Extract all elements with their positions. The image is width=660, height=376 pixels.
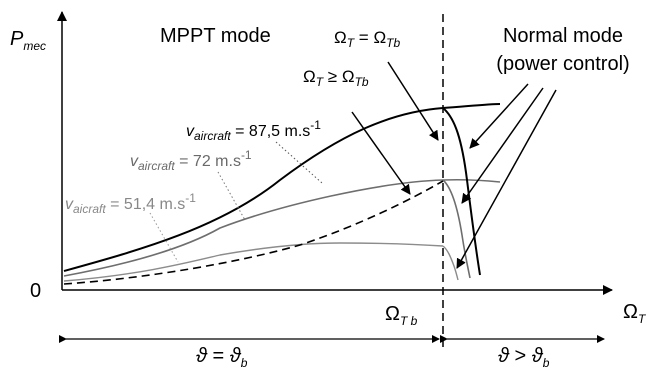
curve-label-mid: vaircraft = 72 m.s-1 [130,148,252,173]
arrow-normal-1 [469,83,529,149]
annotation-greater-equal: ΩT ≥ ΩTb [303,67,369,89]
origin-label: 0 [30,280,41,302]
arrow-eq-annotation [387,61,439,141]
dropoff-low [442,245,459,281]
curve-label-low: vaicraft = 51,4 m.s-1 [65,191,196,216]
x-axis-label: ΩT [623,301,647,326]
arrow-normal-3 [456,89,557,269]
arrow-ge-annotation [351,111,411,195]
arrow-normal-2 [461,87,544,204]
curve-mid-speed [63,178,501,277]
mppt-mode-label: MPPT mode [160,25,271,47]
leader-low [149,212,179,263]
normal-mode-label: Normal mode [503,25,623,47]
dropoff-high [442,107,481,276]
split-speed-label: ΩT b [385,303,418,328]
leader-mid [217,171,246,221]
annotation-equal: ΩT = ΩTb [334,28,400,50]
y-axis-label: Pmec [10,28,46,53]
dropoff-mid [442,179,471,279]
curve-low-speed [63,242,444,282]
curve-label-high: vaircraft = 87,5 m.s-1 [186,118,321,143]
curve-high-speed [63,103,501,272]
range-label-left: ϑ = ϑb [196,345,248,370]
power-control-label: (power control) [496,53,629,75]
range-label-right: ϑ > ϑb [498,345,550,370]
